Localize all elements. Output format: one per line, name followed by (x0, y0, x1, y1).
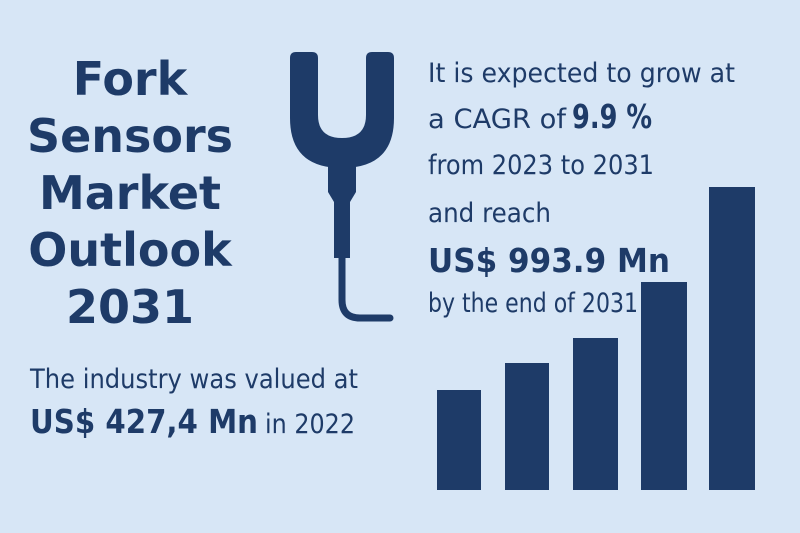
title-line: 2031 (66, 280, 194, 334)
valuation-year: in 2022 (265, 409, 355, 440)
forecast-period: from 2023 to 2031 (428, 150, 654, 181)
growth-bars (437, 187, 755, 490)
forecast-reach-text: and reach (428, 198, 551, 229)
title-line: Fork (73, 52, 189, 106)
forecast-cagr-line: a CAGR of 9.9 % (428, 97, 652, 136)
forecast-amount: US$ 993.9 Mn (428, 241, 670, 280)
forecast-cagr-text: a CAGR of (428, 104, 568, 135)
title-line: Outlook (28, 223, 233, 277)
forecast-text: It is expected to grow at (428, 58, 735, 89)
forecast-cagr: 9.9 % (572, 97, 652, 136)
title-line: Sensors (27, 109, 233, 163)
sensor-cable (338, 252, 394, 322)
title-line: Market (39, 166, 221, 220)
fork-sensor-icon (290, 52, 394, 258)
valuation-line: US$ 427,4 Mn in 2022 (30, 402, 355, 441)
forecast-end: by the end of 2031 (428, 288, 638, 319)
valuation-text: The industry was valued at (29, 364, 358, 395)
valuation-amount: US$ 427,4 Mn (30, 402, 258, 441)
